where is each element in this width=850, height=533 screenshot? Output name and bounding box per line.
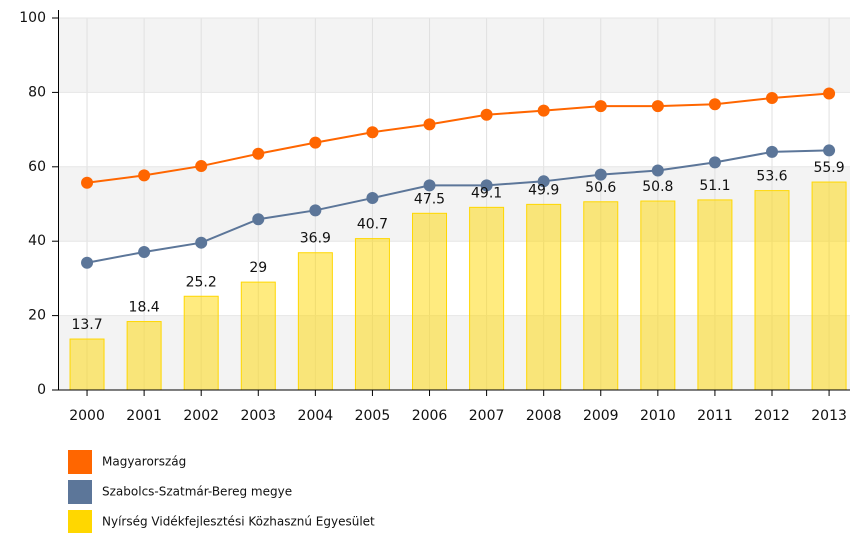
point [81,176,94,189]
x-tick-label: 2005 [355,408,391,424]
bar [811,181,847,391]
point [766,91,778,104]
y-tick-label: 40 [28,233,46,249]
bar [354,238,390,391]
bar [697,199,733,391]
plot-area [58,17,850,391]
data-label: 13.7 [71,317,102,333]
overlay: 0 20 40 60 80 100 2000 2001 2002 2003 2004 2005 2006… [19,10,850,533]
y-tick-label: 80 [28,84,46,100]
bar [240,281,276,391]
point [823,87,836,100]
data-label: 29 [249,260,267,276]
point [366,192,379,205]
x-tick-label: 2008 [526,408,562,424]
x-tick-label: 2013 [811,408,847,424]
data-label: 50.6 [585,180,616,196]
data-label: 47.5 [414,191,445,207]
bar [526,203,562,391]
x-tick-label: 2003 [240,408,276,424]
point [651,100,664,113]
legend-label: Magyarország [102,455,186,469]
x-tick-label: 2001 [126,408,162,424]
point [81,256,94,269]
legend-label: Szabolcs-Szatmár-Bereg megye [102,485,292,499]
point [708,156,721,169]
data-label: 55.9 [813,160,844,176]
point [195,236,208,249]
point [480,108,493,121]
bar [297,252,333,391]
y-tick-label: 20 [28,308,46,324]
legend-swatch [68,480,92,504]
bar [640,200,676,391]
point [537,175,550,188]
point [651,164,664,177]
point [594,168,607,181]
point [766,145,778,158]
point [594,100,607,113]
line [86,92,830,184]
bar [469,206,505,391]
legend-swatch [68,450,92,474]
y-tick-label: 0 [37,382,46,398]
point [537,104,550,117]
point [366,126,379,139]
x-tick-label: 2009 [583,408,619,424]
point [423,179,436,192]
x-tick-label: 2000 [69,408,105,424]
line [86,149,830,264]
x-tick-label: 2004 [298,408,334,424]
bar [126,321,162,391]
point [823,144,836,157]
bar [754,190,790,391]
data-label: 25.2 [186,274,217,290]
data-label: 49.1 [471,185,502,201]
data-label: 18.4 [129,300,160,316]
point [195,160,208,173]
data-label: 36.9 [300,231,331,247]
bar [412,212,448,391]
grid-band [58,18,850,93]
data-label: 40.7 [357,217,388,233]
x-tick-label: 2011 [697,408,733,424]
x-tick-label: 2007 [469,408,505,424]
point [309,136,322,149]
point [252,213,265,226]
x-tick-label: 2002 [183,408,219,424]
data-label: 50.8 [642,179,673,195]
point [252,147,265,160]
legend-label: Nyírség Vidékfejlesztési Közhasznú Egyes… [102,515,375,529]
point [138,245,151,258]
data-label: 49.9 [528,182,559,198]
y-tick-label: 100 [19,10,46,26]
x-tick-label: 2010 [640,408,676,424]
bar [69,338,105,391]
x-tick-label: 2012 [754,408,790,424]
y-tick-label: 60 [28,159,46,175]
point [708,98,721,111]
data-label: 53.6 [756,169,787,185]
point [138,169,151,182]
point [309,204,322,217]
legend-swatch [68,510,92,533]
data-label: 51.1 [699,178,730,194]
point [423,118,436,131]
bar [183,295,219,391]
bar [583,201,619,391]
point [480,179,493,192]
x-tick-label: 2006 [412,408,448,424]
